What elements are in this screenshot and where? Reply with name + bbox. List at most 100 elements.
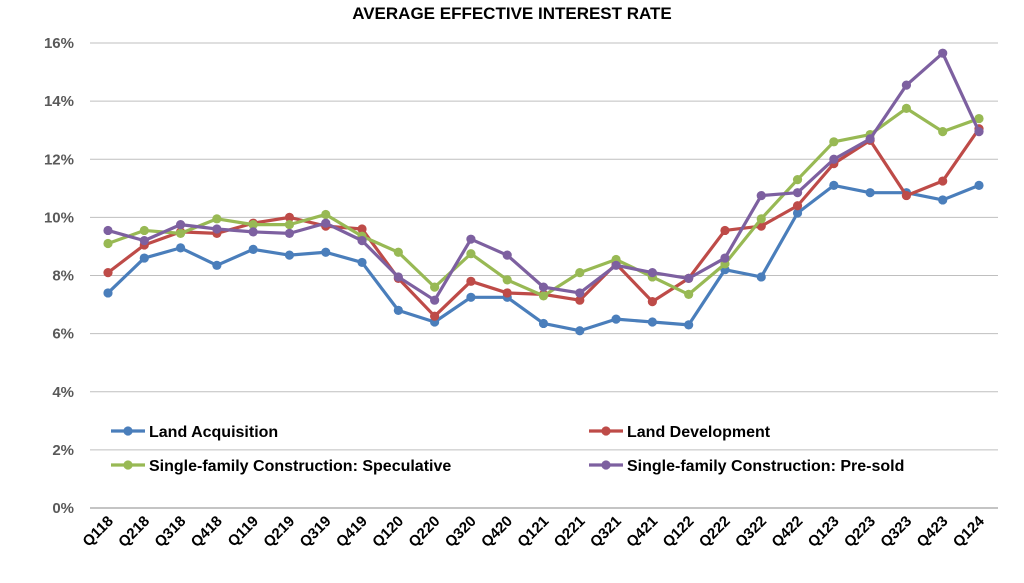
data-point bbox=[430, 282, 440, 292]
data-point bbox=[139, 253, 149, 263]
legend-swatch-marker bbox=[601, 460, 611, 470]
series-line bbox=[107, 106, 980, 298]
data-point bbox=[430, 295, 440, 305]
x-tick-label: Q123 bbox=[805, 513, 843, 551]
x-tick-label: Q118 bbox=[79, 513, 116, 550]
x-tick-label: Q221 bbox=[551, 513, 589, 551]
data-point bbox=[357, 257, 367, 268]
data-point bbox=[393, 247, 403, 257]
data-point bbox=[502, 250, 512, 260]
legend-swatch-marker bbox=[601, 426, 611, 436]
gridlines bbox=[90, 42, 998, 509]
data-point bbox=[901, 80, 912, 90]
x-axis-ticks: Q118Q218Q318Q418Q119Q219Q319Q419Q120Q220… bbox=[79, 512, 988, 550]
legend-item: Land Acquisition bbox=[111, 424, 278, 441]
x-tick-label: Q323 bbox=[877, 513, 915, 551]
x-tick-label: Q222 bbox=[696, 513, 734, 551]
data-point bbox=[647, 297, 657, 307]
data-point bbox=[466, 234, 476, 244]
y-tick-label: 2% bbox=[52, 442, 74, 459]
series-1 bbox=[103, 180, 984, 336]
x-tick-label: Q320 bbox=[442, 513, 480, 551]
data-point bbox=[792, 188, 803, 198]
data-point bbox=[974, 180, 984, 191]
data-point bbox=[103, 238, 113, 249]
data-point bbox=[139, 225, 149, 236]
data-point bbox=[248, 227, 258, 237]
data-point bbox=[756, 214, 766, 224]
data-point bbox=[139, 236, 149, 246]
x-tick-label: Q423 bbox=[914, 513, 952, 551]
data-point bbox=[684, 273, 694, 284]
legend: Land Acquisition Land Development Single-f… bbox=[111, 424, 904, 475]
data-point bbox=[103, 288, 113, 298]
data-point bbox=[974, 127, 984, 137]
data-point bbox=[938, 127, 948, 137]
data-point bbox=[938, 48, 948, 58]
legend-swatch-marker bbox=[123, 426, 133, 436]
series-line bbox=[106, 183, 980, 333]
x-tick-label: Q220 bbox=[405, 513, 443, 551]
y-tick-label: 0% bbox=[52, 500, 74, 517]
data-point bbox=[248, 244, 258, 254]
data-point bbox=[502, 275, 512, 285]
legend-label: Single-family Construction: Speculative bbox=[149, 458, 451, 475]
x-tick-label: Q319 bbox=[297, 513, 335, 551]
data-point bbox=[357, 224, 367, 234]
y-tick-label: 12% bbox=[44, 151, 74, 168]
data-point bbox=[611, 314, 621, 324]
y-axis-ticks: 0% 2% 4% 6% 8% 10% 12% 14% 16% bbox=[44, 35, 74, 517]
data-point bbox=[357, 236, 367, 246]
series-3 bbox=[103, 103, 984, 301]
data-point bbox=[175, 228, 186, 238]
data-point bbox=[538, 318, 549, 329]
legend-label: Land Acquisition bbox=[149, 424, 278, 441]
data-point bbox=[502, 288, 512, 298]
data-point bbox=[284, 250, 295, 260]
data-point bbox=[865, 188, 875, 198]
legend-item: Single-family Construction: Pre-sold bbox=[589, 458, 904, 475]
data-point bbox=[175, 220, 186, 230]
data-point bbox=[393, 272, 403, 282]
data-point bbox=[393, 305, 403, 315]
data-point bbox=[901, 103, 912, 113]
y-tick-label: 16% bbox=[44, 35, 74, 52]
data-point bbox=[575, 288, 585, 298]
data-point bbox=[647, 317, 657, 327]
data-point bbox=[829, 137, 839, 147]
x-tick-label: Q119 bbox=[225, 513, 262, 550]
x-tick-label: Q422 bbox=[768, 513, 806, 551]
data-point bbox=[684, 289, 694, 299]
data-point bbox=[792, 208, 803, 218]
data-point bbox=[575, 326, 585, 336]
x-tick-label: Q122 bbox=[660, 513, 698, 551]
data-point bbox=[792, 174, 803, 185]
x-tick-label: Q120 bbox=[369, 513, 407, 551]
data-point bbox=[938, 176, 948, 186]
legend-swatch-marker bbox=[123, 460, 133, 470]
x-tick-label: Q124 bbox=[950, 512, 988, 550]
data-point bbox=[829, 180, 839, 191]
data-point bbox=[756, 272, 766, 282]
data-point bbox=[321, 247, 331, 257]
data-point bbox=[647, 267, 657, 278]
data-point bbox=[938, 195, 948, 205]
data-point bbox=[901, 190, 912, 201]
x-tick-label: Q421 bbox=[623, 513, 661, 551]
y-tick-label: 10% bbox=[44, 209, 74, 226]
data-point bbox=[212, 214, 222, 224]
x-tick-label: Q318 bbox=[151, 513, 189, 551]
series-lines bbox=[103, 48, 984, 336]
data-point bbox=[248, 220, 258, 230]
x-tick-label: Q321 bbox=[587, 513, 625, 551]
x-tick-label: Q219 bbox=[260, 513, 298, 551]
x-tick-label: Q418 bbox=[188, 513, 226, 551]
data-point bbox=[575, 267, 585, 278]
data-point bbox=[284, 212, 295, 222]
data-point bbox=[829, 154, 839, 164]
data-point bbox=[538, 291, 549, 301]
x-tick-label: Q419 bbox=[333, 513, 371, 551]
data-point bbox=[974, 113, 984, 124]
data-point bbox=[538, 282, 549, 292]
